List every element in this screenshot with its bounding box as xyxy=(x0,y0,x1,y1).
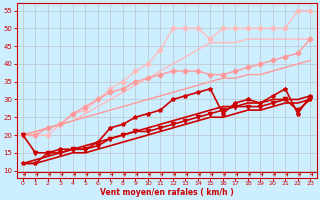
X-axis label: Vent moyen/en rafales ( km/h ): Vent moyen/en rafales ( km/h ) xyxy=(100,188,234,197)
